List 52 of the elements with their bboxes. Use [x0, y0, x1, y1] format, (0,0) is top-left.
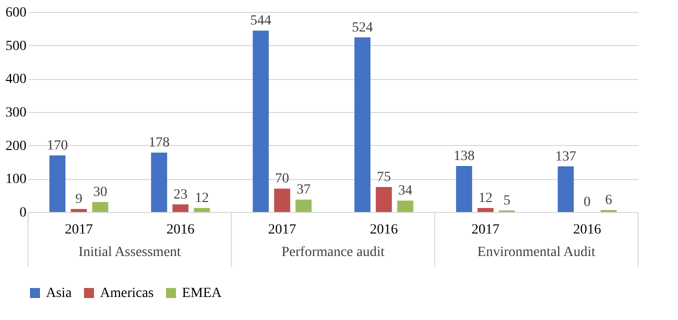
- legend-label: EMEA: [182, 286, 223, 301]
- bar: [397, 200, 414, 212]
- data-label: 23: [174, 187, 188, 202]
- x-tick-label: 2017: [64, 222, 93, 238]
- x-tick-label: 2016: [166, 222, 194, 238]
- data-label: 6: [605, 193, 612, 208]
- data-label: 138: [454, 149, 475, 164]
- data-label: 34: [398, 184, 412, 199]
- bar: [49, 155, 66, 212]
- y-tick-label: 200: [6, 138, 26, 154]
- text: Environmental Audit: [477, 245, 596, 260]
- bar: [194, 208, 210, 212]
- bar: [92, 202, 108, 212]
- data-label: 178: [148, 136, 170, 151]
- bar: [172, 204, 189, 212]
- data-label: 75: [376, 170, 391, 185]
- data-label: 37: [296, 182, 311, 198]
- y-tick-label: 400: [6, 72, 26, 88]
- data-label: 9: [75, 192, 82, 207]
- data-label: 12: [478, 191, 492, 206]
- bar: [252, 30, 269, 212]
- y-tick-label: 500: [6, 38, 26, 54]
- y-tick-label: 100: [6, 172, 26, 188]
- bar: [70, 209, 87, 212]
- y-tick-label: 300: [6, 106, 26, 120]
- x-tick-label: 2016: [370, 222, 398, 238]
- bar: [558, 166, 574, 212]
- data-label: 170: [46, 138, 68, 154]
- text: Performance audit: [281, 245, 385, 260]
- bar: [354, 37, 370, 212]
- legend-label: Asia: [46, 286, 72, 301]
- data-label: 524: [352, 20, 373, 36]
- legend-label: Americas: [100, 286, 154, 301]
- bar: [477, 208, 494, 212]
- y-tick-label: 0: [20, 206, 26, 220]
- x-tick-label: 2016: [573, 222, 602, 238]
- data-label: 12: [194, 191, 209, 206]
- bar: [151, 152, 168, 212]
- bar: [456, 166, 472, 212]
- data-label: 137: [555, 149, 576, 164]
- bar: [274, 188, 290, 212]
- x-tick-label: 2017: [268, 222, 296, 238]
- bar: [296, 200, 312, 212]
- y-tick-label: 600: [6, 6, 26, 20]
- data-label: 0: [584, 195, 591, 210]
- data-label: 5: [503, 193, 510, 208]
- data-label: 544: [250, 14, 272, 29]
- bar: [376, 187, 392, 212]
- x-tick-label: 2017: [472, 222, 500, 238]
- text: Initial Assessment: [78, 245, 181, 260]
- data-label: 30: [93, 185, 108, 200]
- data-label: 70: [275, 172, 290, 187]
